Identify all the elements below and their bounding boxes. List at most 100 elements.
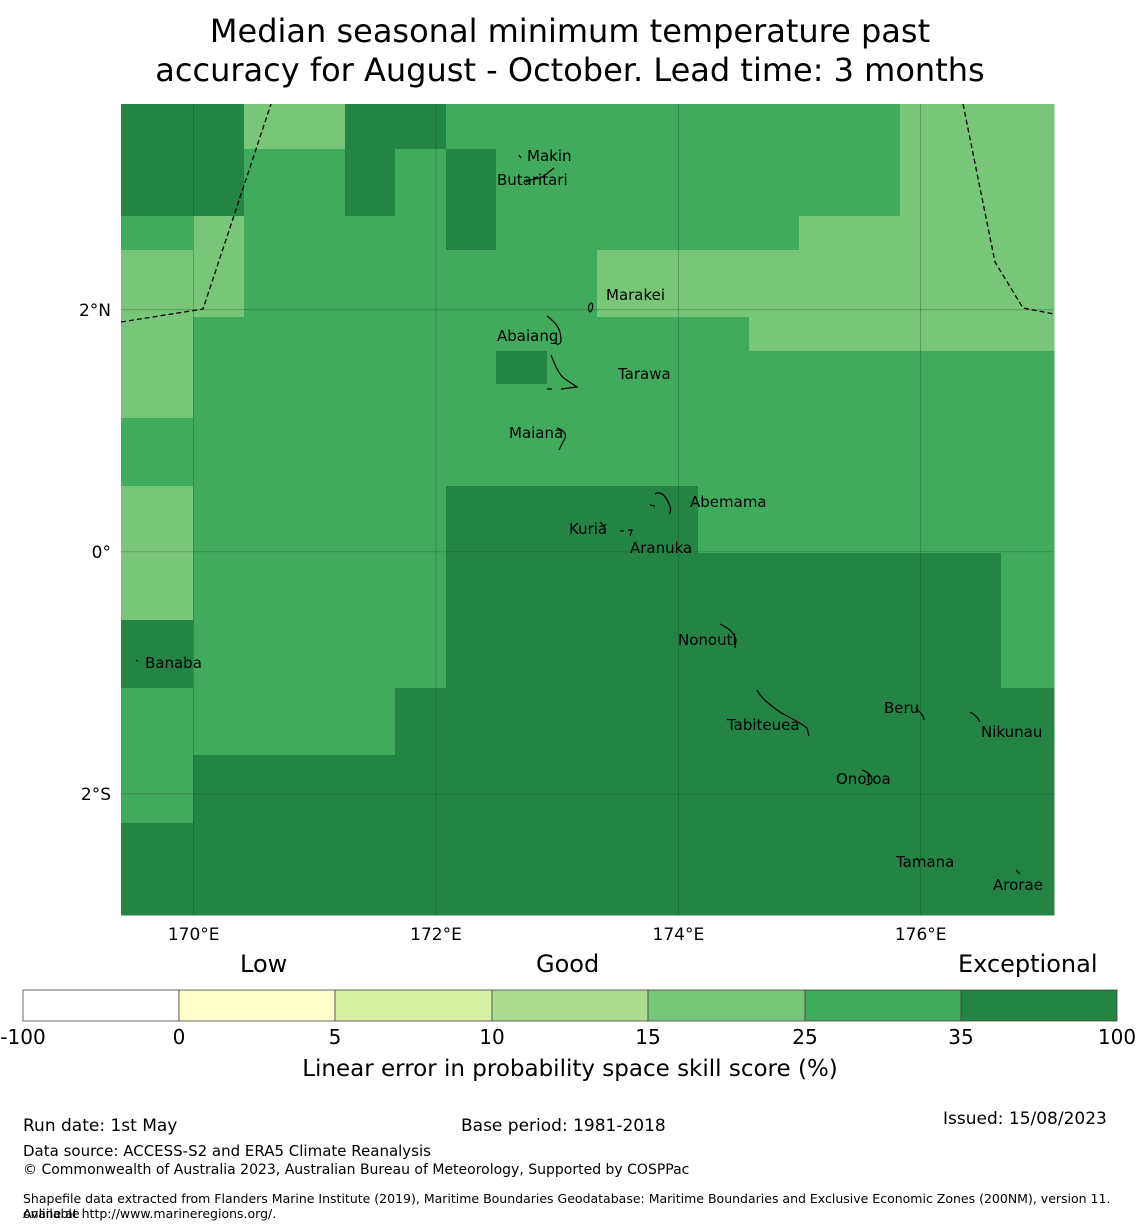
skill-cell	[395, 216, 447, 251]
skill-cell	[446, 620, 497, 689]
skill-cell	[749, 351, 800, 385]
skill-cell	[698, 216, 750, 251]
skill-cell	[294, 384, 346, 419]
skill-cell	[597, 823, 649, 916]
skill-cell	[1001, 183, 1055, 217]
skill-cell	[345, 688, 396, 756]
colorbar-segment	[22, 989, 180, 1022]
skill-cell	[193, 823, 245, 916]
skill-cell	[698, 620, 750, 689]
copyright: © Commonwealth of Australia 2023, Austra…	[23, 1162, 690, 1178]
skill-cell	[900, 183, 1002, 217]
skill-cell	[749, 104, 800, 150]
skill-cell	[345, 620, 396, 689]
chart-title-line1: Median seasonal minimum temperature past	[209, 12, 931, 50]
skill-cell	[496, 418, 548, 487]
skill-cell	[749, 553, 800, 621]
skill-cell	[900, 351, 1002, 385]
skill-cell	[244, 149, 295, 184]
skill-cell	[193, 620, 245, 689]
skill-cell	[799, 216, 901, 251]
skill-cell	[193, 351, 245, 385]
skill-cell	[294, 317, 346, 352]
skill-cell	[648, 486, 699, 554]
skill-cell	[648, 688, 699, 756]
skill-cell	[193, 384, 245, 419]
skill-cell	[749, 755, 800, 824]
place-label: Tarawa	[618, 365, 671, 383]
skill-cell	[698, 284, 750, 318]
shapefile-credit-line1: Shapefile data extracted from Flanders M…	[23, 1191, 1111, 1221]
lon-tick-label: 174°E	[653, 925, 705, 945]
skill-cell	[294, 250, 346, 285]
skill-cell	[244, 755, 295, 824]
skill-cell	[900, 104, 1002, 150]
skill-cell	[294, 284, 346, 318]
skill-cell	[799, 384, 901, 419]
skill-cell	[345, 183, 396, 217]
skill-cell	[799, 486, 901, 554]
skill-cell	[900, 486, 1002, 554]
skill-cell	[446, 418, 497, 487]
skill-cell	[446, 486, 497, 554]
skill-cell	[244, 216, 295, 251]
skill-cell	[698, 384, 750, 419]
skill-cell	[648, 104, 699, 150]
place-label: Arorae	[993, 876, 1043, 894]
skill-cell	[900, 149, 1002, 184]
skill-cell	[900, 688, 1002, 756]
skill-cell	[121, 384, 194, 419]
skill-cell	[496, 250, 548, 285]
skill-cell	[395, 384, 447, 419]
skill-cell	[1001, 216, 1055, 251]
skill-cell	[749, 250, 800, 285]
skill-cell	[345, 250, 396, 285]
skill-cell	[244, 183, 295, 217]
skill-cell	[799, 688, 901, 756]
skill-cell	[799, 620, 901, 689]
colorbar	[22, 989, 1118, 1022]
skill-cell	[294, 418, 346, 487]
skill-cell	[1001, 553, 1055, 621]
skill-cell	[799, 284, 901, 318]
skill-cell	[244, 418, 295, 487]
skill-cell	[345, 418, 396, 487]
skill-cell	[547, 486, 598, 554]
island-makin	[518, 154, 522, 159]
skill-cell	[597, 620, 649, 689]
skill-cell	[547, 553, 598, 621]
island-onotoa	[861, 769, 873, 786]
skill-cell	[547, 384, 598, 419]
skill-cell	[446, 823, 497, 916]
skill-cell	[294, 149, 346, 184]
skill-cell	[446, 216, 497, 251]
skill-cell	[799, 823, 901, 916]
skill-cell	[345, 755, 396, 824]
skill-cell	[547, 104, 598, 150]
skill-cell	[698, 688, 750, 756]
skill-cell	[395, 149, 447, 184]
skill-cell	[244, 688, 295, 756]
place-label: Nikunau	[981, 723, 1043, 741]
skill-cell	[244, 486, 295, 554]
skill-cell	[900, 553, 1002, 621]
skill-cell	[749, 149, 800, 184]
skill-cell	[121, 149, 194, 184]
colorbar-tick-label: 25	[792, 1025, 818, 1049]
skill-cell	[294, 553, 346, 621]
skill-cell	[121, 351, 194, 385]
skill-cell	[749, 384, 800, 419]
issued-date: Issued: 15/08/2023	[943, 1109, 1107, 1129]
skill-cell	[496, 486, 548, 554]
skill-cell	[1001, 284, 1055, 318]
skill-cell	[496, 755, 548, 824]
data-source: Data source: ACCESS-S2 and ERA5 Climate …	[23, 1142, 431, 1160]
skill-cell	[121, 317, 194, 352]
skill-cell	[121, 418, 194, 487]
skill-cell	[698, 418, 750, 487]
skill-cell	[547, 149, 598, 184]
island-kuria	[599, 521, 624, 532]
skill-cell	[749, 418, 800, 487]
island-banaba	[135, 659, 139, 662]
skill-cell	[121, 104, 194, 150]
